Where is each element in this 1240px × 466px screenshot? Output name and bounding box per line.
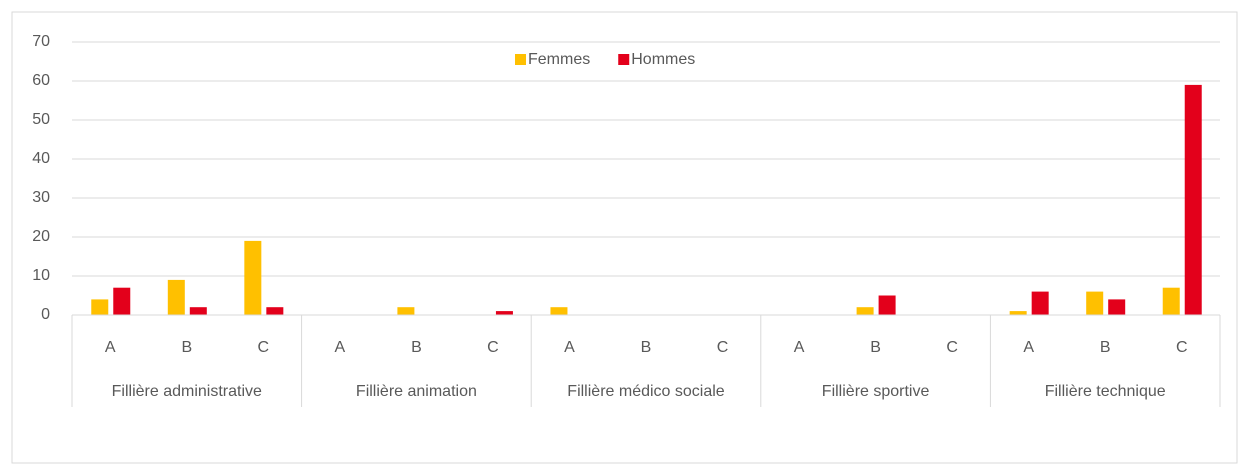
x-tick-label: B	[1100, 339, 1111, 356]
group-label: Fillière technique	[1045, 383, 1166, 400]
group-label: Fillière animation	[356, 383, 477, 400]
bar	[1162, 287, 1180, 315]
bar	[113, 287, 131, 315]
x-tick-label: C	[717, 339, 729, 356]
y-tick-label: 70	[32, 33, 50, 50]
x-tick-label: B	[870, 339, 881, 356]
bar	[1184, 84, 1202, 316]
y-tick-label: 0	[41, 306, 50, 323]
y-tick-label: 40	[32, 150, 50, 167]
x-tick-label: A	[335, 339, 346, 356]
y-tick-label: 60	[32, 72, 50, 89]
bar	[1108, 299, 1126, 315]
group-label: Fillière médico sociale	[567, 383, 724, 400]
y-tick-label: 50	[32, 111, 50, 128]
x-tick-label: B	[641, 339, 652, 356]
legend-swatch	[618, 54, 630, 65]
group-label: Fillière administrative	[112, 383, 262, 400]
bar	[495, 311, 513, 315]
bar	[91, 299, 109, 315]
x-tick-label: C	[1176, 339, 1188, 356]
legend-label: Femmes	[528, 51, 590, 68]
x-tick-label: A	[564, 339, 575, 356]
y-tick-label: 20	[32, 228, 50, 245]
bar	[1086, 291, 1104, 315]
x-tick-label: B	[411, 339, 422, 356]
x-tick-label: A	[105, 339, 116, 356]
x-tick-label: C	[258, 339, 270, 356]
x-tick-label: C	[487, 339, 499, 356]
group-label: Fillière sportive	[822, 383, 930, 400]
x-tick-label: B	[181, 339, 192, 356]
bar	[189, 307, 207, 315]
bar	[878, 295, 896, 315]
bar	[266, 307, 284, 315]
x-tick-label: A	[794, 339, 805, 356]
legend-swatch	[515, 54, 526, 65]
bar	[244, 240, 262, 315]
bar	[397, 307, 415, 315]
y-tick-label: 10	[32, 267, 50, 284]
bar	[1031, 291, 1049, 315]
x-tick-label: C	[946, 339, 958, 356]
bar	[1009, 311, 1027, 315]
bar	[167, 279, 185, 315]
x-tick-label: A	[1023, 339, 1034, 356]
legend-label: Hommes	[631, 51, 695, 68]
bar	[856, 307, 874, 315]
y-tick-label: 30	[32, 189, 50, 206]
bar	[550, 307, 568, 315]
